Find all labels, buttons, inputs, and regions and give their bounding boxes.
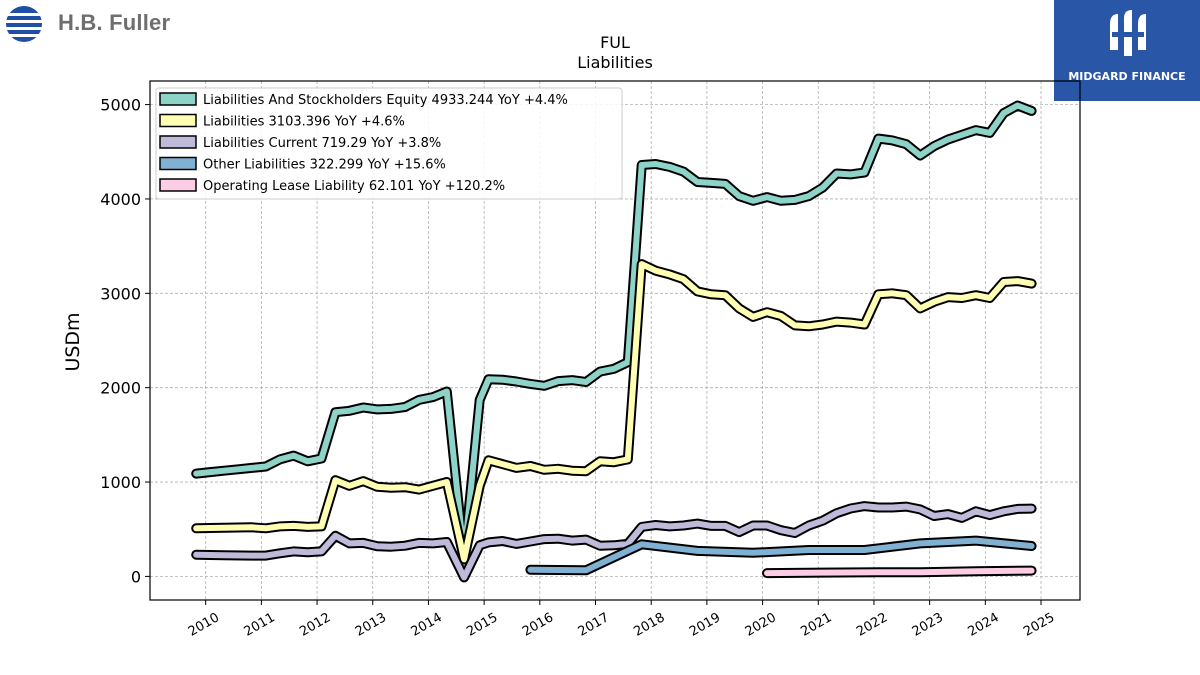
series-line: [193, 102, 1035, 561]
x-tick-label: 2024: [965, 610, 1001, 640]
brand-name: MIDGARD FINANCE: [1068, 70, 1186, 83]
x-tick-label: 2021: [798, 610, 834, 640]
x-axis-ticks: 2010 2011 2012 2013 2014 2015 2016 2017 2018 2019…: [186, 600, 1057, 640]
company-name: H.B. Fuller: [58, 10, 171, 35]
midgard-finance-logo: MIDGARD FINANCE: [1054, 0, 1200, 101]
series-lines: [191, 100, 1037, 583]
x-tick-label: 2015: [464, 610, 500, 640]
y-tick-label: 5000: [100, 96, 141, 115]
y-axis-ticks: 0 1000 2000 3000 4000 5000: [100, 96, 150, 586]
legend-swatch: [159, 92, 197, 106]
x-tick-label: 2017: [576, 610, 612, 640]
y-axis-label: USDm: [62, 312, 84, 371]
chart-subtitle: Liabilities: [577, 53, 653, 72]
legend-entry: Operating Lease Liability 62.101 YoY +12…: [203, 179, 505, 194]
legend-swatch: [159, 135, 197, 149]
y-tick-label: 0: [131, 567, 141, 586]
y-tick-label: 4000: [100, 190, 141, 209]
x-tick-label: 2023: [910, 610, 946, 640]
x-tick-label: 2022: [854, 610, 890, 640]
legend-entry: Liabilities 3103.396 YoY +4.6%: [203, 115, 405, 130]
series-line: [193, 261, 1035, 563]
x-tick-label: 2020: [743, 610, 779, 640]
x-tick-label: 2012: [297, 610, 333, 640]
hb-fuller-logo: H.B. Fuller: [4, 4, 204, 44]
x-tick-label: 2018: [631, 610, 667, 640]
legend-swatch: [159, 113, 197, 128]
x-tick-label: 2019: [687, 610, 723, 640]
legend-swatch: [159, 156, 197, 171]
legend-entry: Other Liabilities 322.299 YoY +15.6%: [203, 158, 446, 173]
x-tick-label: 2013: [353, 610, 389, 640]
legend-swatch: [159, 178, 197, 192]
legend: Liabilities And Stockholders Equity 4933…: [155, 87, 623, 200]
chart-title: FUL: [600, 33, 630, 52]
plot-frame: [149, 80, 1081, 601]
x-tick-label: 2025: [1021, 610, 1057, 640]
x-tick-label: 2011: [242, 610, 278, 640]
legend-entry: Liabilities Current 719.29 YoY +3.8%: [203, 136, 441, 151]
series-line-outline: [191, 259, 1037, 565]
x-tick-label: 2016: [520, 610, 556, 640]
series-line: [764, 567, 1035, 577]
y-tick-label: 2000: [100, 379, 141, 398]
midgard-logo-icon: [1110, 10, 1146, 56]
hb-fuller-logo-icon: [4, 6, 44, 42]
legend-box: [155, 87, 623, 200]
x-tick-label: 2010: [186, 610, 222, 640]
y-tick-label: 3000: [100, 284, 141, 303]
y-tick-label: 1000: [100, 473, 141, 492]
series-line: [193, 503, 1035, 581]
series-line: [527, 537, 1035, 574]
legend-entry: Liabilities And Stockholders Equity 4933…: [203, 93, 568, 108]
x-tick-label: 2014: [409, 610, 445, 640]
